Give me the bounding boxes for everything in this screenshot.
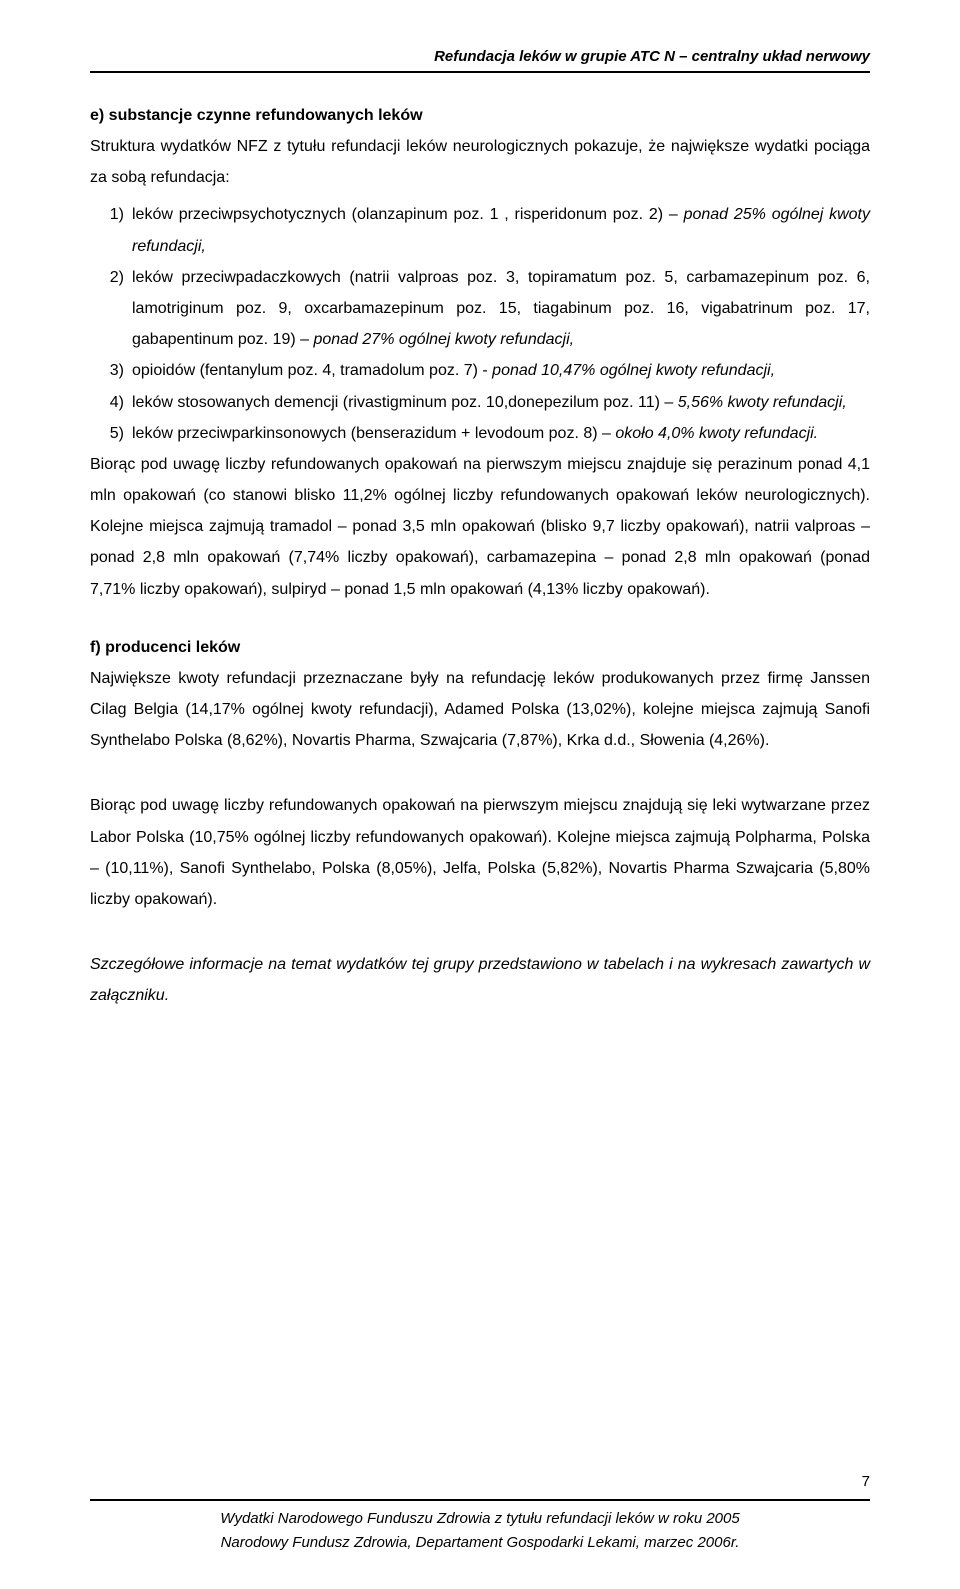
list-italic: 5,56% kwoty refundacji, [673, 394, 846, 411]
list-number: 4) [94, 387, 124, 418]
para-gap [90, 762, 870, 790]
list-text: opioidów (fentanylum poz. 4, tramadolum … [132, 362, 492, 379]
list-number: 1) [94, 199, 124, 230]
list-italic: około 4,0% kwoty refundacji. [611, 425, 818, 442]
list-italic: ponad 10,47% ogólnej kwoty refundacji, [492, 362, 775, 379]
section-e-title: e) substancje czynne refundowanych leków [90, 107, 870, 125]
list-number: 2) [94, 262, 124, 293]
section-f-para1: Największe kwoty refundacji przeznaczane… [90, 663, 870, 757]
para-gap [90, 921, 870, 949]
closing-paragraph: Szczegółowe informacje na temat wydatków… [90, 949, 870, 1011]
list-item: 2) leków przeciwpadaczkowych (natrii val… [132, 262, 870, 356]
list-item: 4) leków stosowanych demencji (rivastigm… [132, 387, 870, 418]
list-text: leków przeciwpsychotycznych (olanzapinum… [132, 206, 678, 223]
document-page: Refundacja leków w grupie ATC N – centra… [0, 0, 960, 1589]
running-header: Refundacja leków w grupie ATC N – centra… [90, 48, 870, 65]
list-text: leków stosowanych demencji (rivastigminu… [132, 394, 673, 411]
header-divider [90, 71, 870, 73]
page-number: 7 [862, 1473, 870, 1490]
footer-line-1: Wydatki Narodowego Funduszu Zdrowia z ty… [90, 1507, 870, 1531]
section-gap [90, 611, 870, 639]
section-f-para2: Biorąc pod uwagę liczby refundowanych op… [90, 790, 870, 915]
list-item: 1) leków przeciwpsychotycznych (olanzapi… [132, 199, 870, 261]
footer-divider [90, 1499, 870, 1501]
list-item: 5) leków przeciwparkinsonowych (benseraz… [132, 418, 870, 449]
list-text: leków przeciwparkinsonowych (benserazidu… [132, 425, 611, 442]
list-item: 3) opioidów (fentanylum poz. 4, tramadol… [132, 355, 870, 386]
section-e-list: 1) leków przeciwpsychotycznych (olanzapi… [90, 199, 870, 449]
section-e-intro: Struktura wydatków NFZ z tytułu refundac… [90, 131, 870, 193]
section-f-title: f) producenci leków [90, 639, 870, 657]
list-number: 5) [94, 418, 124, 449]
page-footer: 7 Wydatki Narodowego Funduszu Zdrowia z … [90, 1499, 870, 1555]
footer-line-2: Narodowy Fundusz Zdrowia, Departament Go… [90, 1531, 870, 1555]
list-italic: ponad 27% ogólnej kwoty refundacji, [309, 331, 574, 348]
list-number: 3) [94, 355, 124, 386]
section-e-para2: Biorąc pod uwagę liczby refundowanych op… [90, 449, 870, 605]
